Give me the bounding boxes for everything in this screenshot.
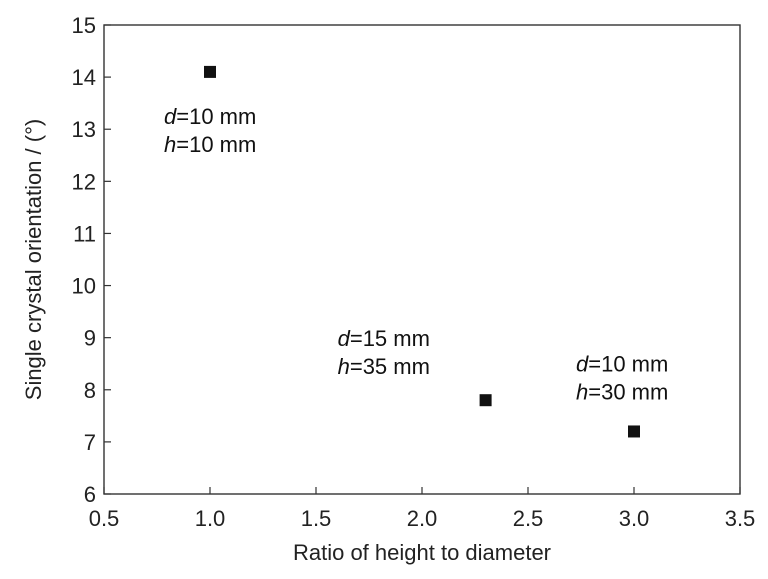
y-axis-label: Single crystal orientation / (°) <box>21 119 46 400</box>
data-points <box>204 65 640 438</box>
y-axis-ticks: 6 7 8 9 10 11 12 13 14 15 <box>72 13 111 507</box>
axes <box>103 24 741 495</box>
x-tick-label: 3.0 <box>619 506 650 531</box>
y-tick-label: 8 <box>84 378 96 403</box>
x-tick-label: 3.5 <box>725 506 756 531</box>
x-tick-label: 0.5 <box>89 506 120 531</box>
y-tick-label: 14 <box>72 65 96 90</box>
data-point <box>204 65 216 78</box>
y-tick-label: 15 <box>72 13 96 38</box>
point-annotation-line: h=30 mm <box>576 379 668 404</box>
y-tick-label: 11 <box>73 221 96 246</box>
point-annotation-line: d=10 mm <box>164 104 256 129</box>
point-annotations: d=10 mm h=10 mm d=15 mm h=35 mm d=10 mm h=30 … <box>164 104 668 405</box>
y-tick-label: 9 <box>84 326 96 351</box>
x-tick-label: 2.0 <box>407 506 438 531</box>
x-axis-label: Ratio of height to diameter <box>293 540 551 565</box>
y-tick-label: 6 <box>84 482 96 507</box>
point-annotation-line: d=15 mm <box>338 326 430 351</box>
plot-frame <box>103 24 741 495</box>
point-annotation-line: d=10 mm <box>576 351 668 376</box>
x-axis-ticks: 0.5 1.0 1.5 2.0 2.5 3.0 3.5 <box>89 487 756 531</box>
y-tick-label: 12 <box>72 169 96 194</box>
data-point <box>479 394 492 407</box>
y-tick-label: 10 <box>72 274 96 299</box>
x-tick-label: 1.5 <box>301 506 332 531</box>
x-tick-label: 1.0 <box>195 506 226 531</box>
data-point <box>628 425 640 438</box>
x-tick-label: 2.5 <box>513 506 544 531</box>
y-tick-label: 13 <box>72 117 96 142</box>
point-annotation-line: h=10 mm <box>164 132 256 157</box>
point-annotation-line: h=35 mm <box>338 354 430 379</box>
y-tick-label: 7 <box>84 430 96 455</box>
